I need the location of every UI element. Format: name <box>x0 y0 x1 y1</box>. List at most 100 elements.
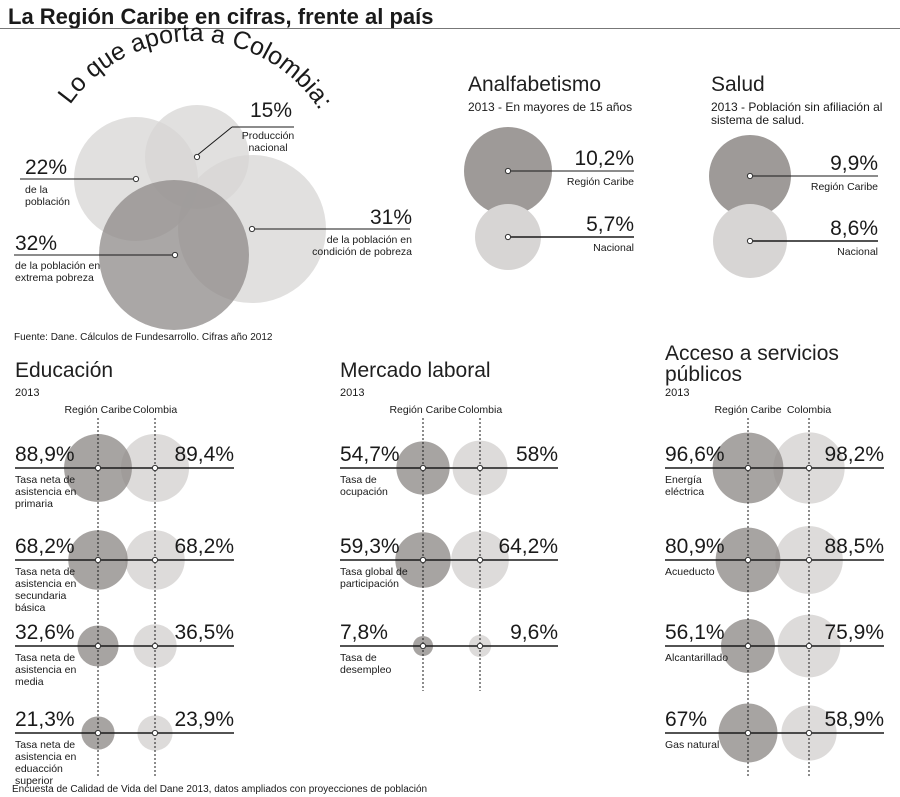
servicios-publicos-row-label-3: Gas natural <box>665 739 720 751</box>
analfabetismo-label-caribe: Región Caribe <box>566 176 634 188</box>
educacion-value-caribe-2: 32,6% <box>15 621 75 644</box>
aporta-arc-title-text: Lo que aporta a Colombia: <box>52 19 338 114</box>
servicios-publicos-dot-colombia-0 <box>805 464 813 472</box>
servicios-publicos-row-label-1: Acueducto <box>665 566 715 578</box>
educacion-dot-colombia-3 <box>151 729 159 737</box>
aporta-dot-poblacion <box>132 175 140 183</box>
educacion-dot-colombia-2 <box>151 642 159 650</box>
educacion-value-colombia-1: 68,2% <box>174 535 234 558</box>
servicios-publicos-value-caribe-0: 96,6% <box>665 443 725 466</box>
servicios-publicos-value-colombia-2: 75,9% <box>824 621 884 644</box>
servicios-publicos-value-caribe-3: 67% <box>665 708 708 731</box>
mercado-laboral-col-caribe: Región Caribe <box>389 404 457 416</box>
mercado-laboral-title: Mercado laboral <box>340 359 491 382</box>
servicios-publicos-value-caribe-2: 56,1% <box>665 621 725 644</box>
educacion-row-label-1: Tasa neta de asistencia en secundaria bá… <box>15 566 77 614</box>
servicios-publicos-dot-caribe-3 <box>744 729 752 737</box>
servicios-publicos-dot-colombia-1 <box>805 556 813 564</box>
title-divider <box>0 28 900 29</box>
servicios-publicos-dot-caribe-1 <box>744 556 752 564</box>
educacion-value-caribe-0: 88,9% <box>15 443 75 466</box>
educacion-col-caribe: Región Caribe <box>64 404 132 416</box>
mercado-laboral-row-label-1: Tasa global de participación <box>340 566 408 590</box>
mercado-laboral-dot-caribe-2 <box>419 642 427 650</box>
servicios-publicos-year: 2013 <box>665 387 690 399</box>
aporta-pct-produccion: 15% <box>250 99 293 122</box>
analfabetismo-dot-caribe <box>504 167 512 175</box>
servicios-publicos-dot-colombia-2 <box>805 642 813 650</box>
mercado-laboral-value-colombia-0: 58% <box>515 443 558 466</box>
aporta-label-extrema: de la población en extrema pobreza <box>15 260 101 284</box>
servicios-publicos-col-colombia: Colombia <box>786 404 832 416</box>
mercado-laboral-dot-caribe-1 <box>419 556 427 564</box>
aporta-arc-title: Lo que aporta a Colombia: <box>52 19 338 114</box>
mercado-laboral-col-colombia: Colombia <box>457 404 503 416</box>
educacion-dot-caribe-0 <box>94 464 102 472</box>
salud-dot-caribe <box>746 172 754 180</box>
aporta-pct-extrema: 32% <box>15 232 58 255</box>
mercado-laboral-year: 2013 <box>340 387 365 399</box>
aporta-label-pobreza: de la población en condición de pobreza <box>312 234 412 258</box>
aporta-label-poblacion: de la población <box>25 184 70 208</box>
educacion-value-colombia-3: 23,9% <box>174 708 234 731</box>
educacion-row-label-3: Tasa neta de asistencia en eduacción sup… <box>15 739 77 787</box>
mercado-laboral-value-colombia-1: 64,2% <box>498 535 558 558</box>
aporta-dot-produccion <box>193 153 201 161</box>
analfabetismo-dot-nacional <box>504 233 512 241</box>
aporta-pct-pobreza: 31% <box>369 206 412 229</box>
aporta-pct-poblacion: 22% <box>25 156 68 179</box>
servicios-publicos-value-colombia-1: 88,5% <box>824 535 884 558</box>
educacion-dot-caribe-1 <box>94 556 102 564</box>
educacion-value-colombia-0: 89,4% <box>174 443 234 466</box>
servicios-publicos-dot-colombia-3 <box>805 729 813 737</box>
servicios-publicos-value-colombia-3: 58,9% <box>824 708 884 731</box>
servicios-publicos-dot-caribe-2 <box>744 642 752 650</box>
servicios-publicos-title: Acceso a servicios públicos <box>665 342 839 386</box>
salud-subtitle: 2013 - Población sin afiliación al siste… <box>711 100 883 127</box>
servicios-publicos-col-caribe: Región Caribe <box>714 404 782 416</box>
educacion-year: 2013 <box>15 387 40 399</box>
aporta-dot-extrema <box>171 251 179 259</box>
educacion-value-caribe-3: 21,3% <box>15 708 75 731</box>
mercado-laboral-value-caribe-0: 54,7% <box>340 443 400 466</box>
servicios-publicos-value-caribe-1: 80,9% <box>665 535 725 558</box>
salud-pct-nacional: 8,6% <box>830 217 878 240</box>
footer-source: Encuesta de Calidad de Vida del Dane 201… <box>12 784 428 795</box>
servicios-publicos-row-label-0: Energía eléctrica <box>665 474 705 498</box>
educacion-value-colombia-2: 36,5% <box>174 621 234 644</box>
page-title: La Región Caribe en cifras, frente al pa… <box>8 4 434 29</box>
educacion-title: Educación <box>15 359 114 382</box>
analfabetismo-label-nacional: Nacional <box>593 242 634 254</box>
mercado-laboral-value-caribe-2: 7,8% <box>340 621 388 644</box>
aporta-dot-pobreza <box>248 225 256 233</box>
mercado-laboral-dot-colombia-1 <box>476 556 484 564</box>
analfabetismo-title: Analfabetismo <box>468 73 602 96</box>
mercado-laboral-row-label-0: Tasa de ocupación <box>340 474 388 498</box>
educacion-row-label-2: Tasa neta de asistencia en media <box>15 652 77 688</box>
mercado-laboral-dot-caribe-0 <box>419 464 427 472</box>
salud-dot-nacional <box>746 237 754 245</box>
educacion-dot-caribe-2 <box>94 642 102 650</box>
educacion-row-label-0: Tasa neta de asistencia en primaria <box>15 474 77 510</box>
aporta-leader-produccion <box>194 126 233 158</box>
mercado-laboral-row-label-2: Tasa de desempleo <box>340 652 392 676</box>
analfabetismo-pct-caribe: 10,2% <box>574 147 634 170</box>
analfabetismo-pct-nacional: 5,7% <box>586 213 634 236</box>
servicios-publicos-dot-caribe-0 <box>744 464 752 472</box>
servicios-publicos-row-label-2: Alcantarillado <box>665 652 729 664</box>
salud-title: Salud <box>711 73 765 96</box>
salud-label-caribe: Región Caribe <box>810 181 878 193</box>
mercado-laboral-dot-colombia-0 <box>476 464 484 472</box>
educacion-dot-colombia-0 <box>151 464 159 472</box>
educacion-value-caribe-1: 68,2% <box>15 535 75 558</box>
aporta-source: Fuente: Dane. Cálculos de Fundesarrollo.… <box>14 332 273 343</box>
mercado-laboral-dot-colombia-2 <box>476 642 484 650</box>
educacion-dot-caribe-3 <box>94 729 102 737</box>
servicios-publicos-value-colombia-0: 98,2% <box>824 443 884 466</box>
educacion-dot-colombia-1 <box>151 556 159 564</box>
analfabetismo-subtitle: 2013 - En mayores de 15 años <box>468 100 633 114</box>
mercado-laboral-value-caribe-1: 59,3% <box>340 535 400 558</box>
aporta-label-produccion: Producción nacional <box>241 130 295 154</box>
